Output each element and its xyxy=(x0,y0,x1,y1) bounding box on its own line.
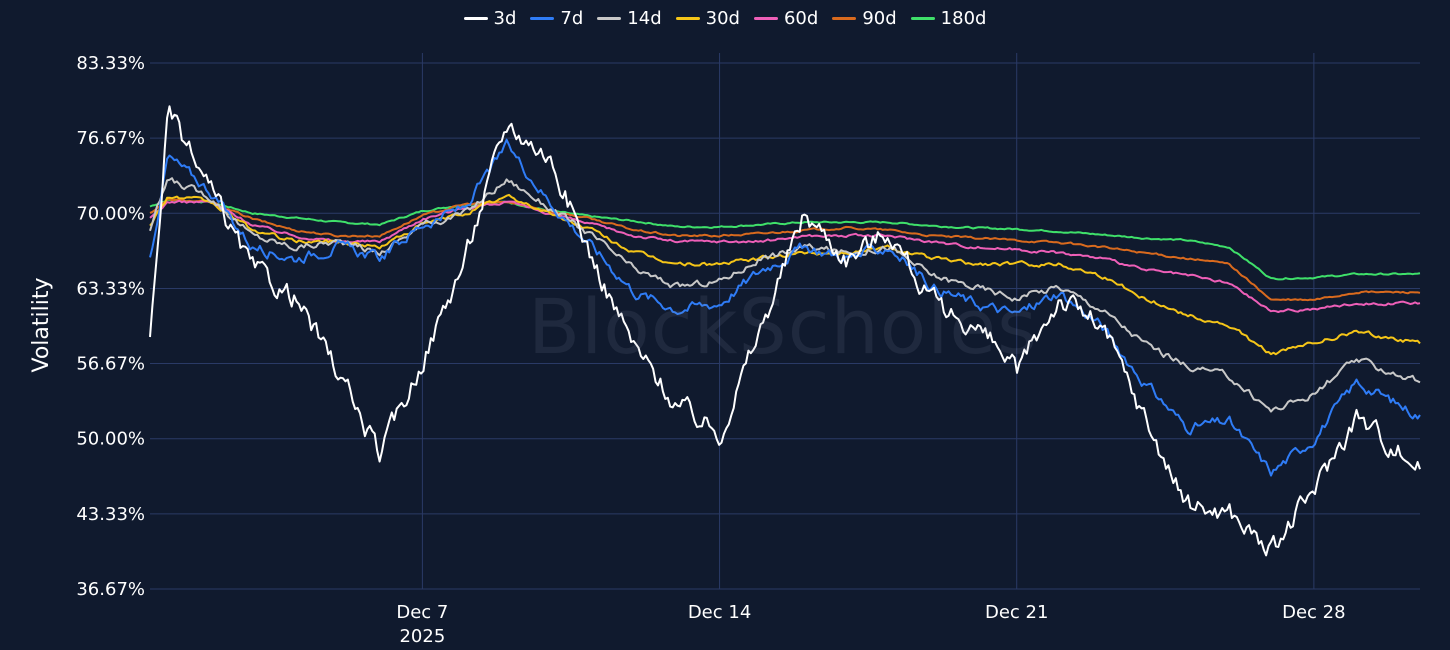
legend-item-7d[interactable]: 7d xyxy=(530,8,583,29)
series-line-3d xyxy=(149,105,1421,557)
y-tick-label: 43.33% xyxy=(76,504,145,525)
legend-item-180d[interactable]: 180d xyxy=(910,8,987,29)
legend-label: 90d xyxy=(862,8,897,29)
y-tick-label: 63.33% xyxy=(76,278,145,299)
y-tick-label: 76.67% xyxy=(76,128,145,149)
x-tick-label: Dec 28 xyxy=(1282,602,1345,623)
legend-swatch xyxy=(597,17,622,20)
legend-swatch xyxy=(675,17,700,20)
legend-label: 60d xyxy=(783,8,819,29)
legend-item-60d[interactable]: 60d xyxy=(753,8,819,29)
x-tick-sublabel: 2025 xyxy=(399,626,445,647)
legend-swatch xyxy=(832,17,857,20)
series-line-14d xyxy=(149,177,1421,413)
y-tick-label: 50.00% xyxy=(76,429,145,450)
series-line-30d xyxy=(149,193,1421,356)
legend-label: 7d xyxy=(560,8,584,29)
legend: 3d 7d 14d 30d 60d 90d 180d xyxy=(0,8,1450,29)
legend-label: 30d xyxy=(705,8,740,29)
legend-label: 180d xyxy=(940,8,987,29)
x-axis-ticks: Dec 7 2025 Dec 14 Dec 21 Dec 28 xyxy=(396,602,1345,647)
series-line-180d xyxy=(149,198,1421,281)
x-tick-label: Dec 14 xyxy=(688,602,751,623)
y-axis-ticks: 83.33% 76.67% 70.00% 63.33% 56.67% 50.00% 43.3… xyxy=(76,53,145,600)
legend-swatch xyxy=(463,17,488,20)
grid xyxy=(150,53,1420,590)
series-lines xyxy=(149,105,1421,557)
legend-label: 14d xyxy=(627,8,662,29)
legend-item-90d[interactable]: 90d xyxy=(832,8,897,29)
legend-swatch xyxy=(910,17,935,20)
y-tick-label: 70.00% xyxy=(76,203,145,224)
legend-swatch xyxy=(753,17,778,20)
watermark: BlockScholes xyxy=(528,282,1038,371)
legend-item-3d[interactable]: 3d xyxy=(463,8,517,29)
y-tick-label: 36.67% xyxy=(76,579,145,600)
series-line-90d xyxy=(149,198,1421,302)
legend-item-14d[interactable]: 14d xyxy=(597,8,662,29)
y-tick-label: 56.67% xyxy=(76,354,145,375)
legend-label: 3d xyxy=(493,8,517,29)
x-tick-label: Dec 7 xyxy=(396,602,448,623)
series-line-60d xyxy=(149,199,1421,313)
y-axis-label: Volatility xyxy=(29,277,54,372)
legend-item-30d[interactable]: 30d xyxy=(675,8,740,29)
x-tick-label: Dec 21 xyxy=(985,602,1048,623)
y-tick-label: 83.33% xyxy=(76,53,145,74)
legend-swatch xyxy=(530,17,555,20)
